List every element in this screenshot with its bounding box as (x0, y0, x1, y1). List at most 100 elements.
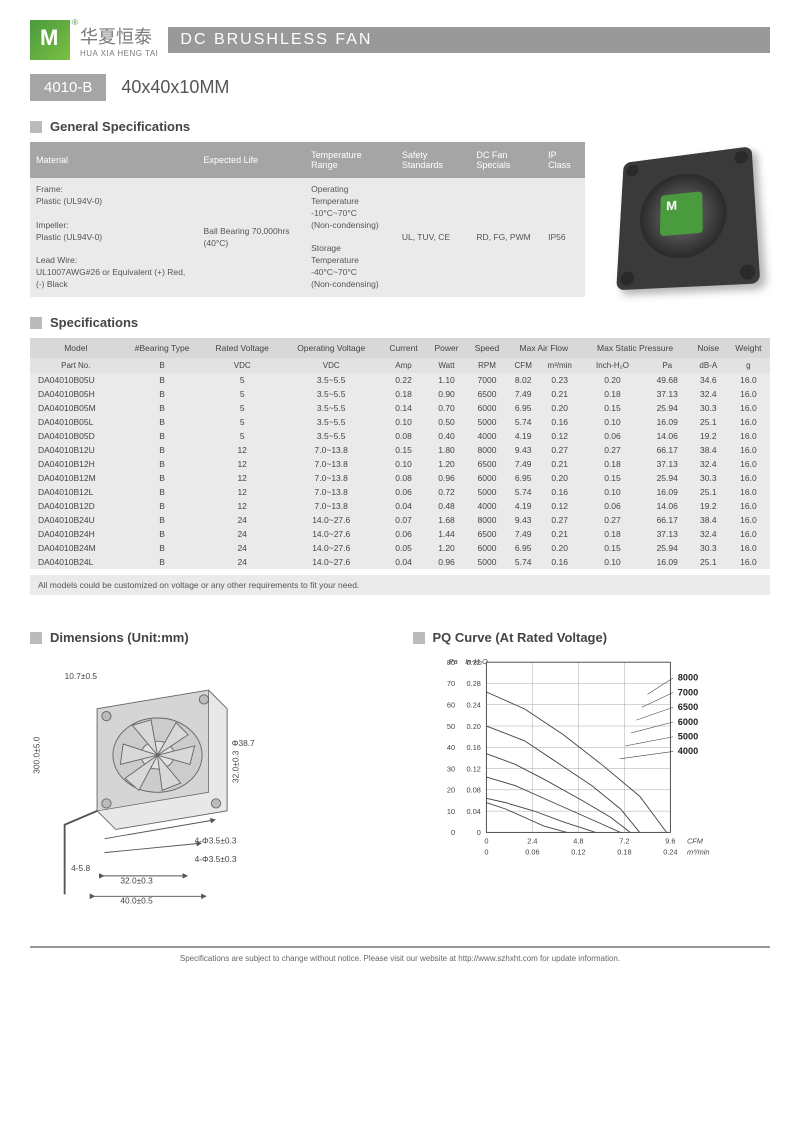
spec-header: Power (426, 338, 466, 358)
svg-text:0: 0 (451, 828, 455, 837)
spec-subheader: Watt (426, 358, 466, 373)
spec-subheader: VDC (282, 358, 381, 373)
spec-subheader: Pa (645, 358, 690, 373)
gen-header: Safety Standards (396, 142, 471, 178)
brand-block: 华夏恒泰 HUA XIA HENG TAI (80, 23, 158, 58)
dimensions-drawing: 10.7±0.5 300.0±5.0 4-5.8 Φ38.7 32.0±0.3 … (30, 653, 350, 913)
svg-text:70: 70 (446, 679, 454, 688)
svg-text:0.12: 0.12 (466, 764, 480, 773)
gen-header: Temperature Range (305, 142, 396, 178)
brand-en: HUA XIA HENG TAI (80, 49, 158, 58)
spec-subheader: dB-A (690, 358, 727, 373)
table-row: DA04010B05DB53.5~5.50.080.4040004.190.12… (30, 429, 770, 443)
table-row: DA04010B05UB53.5~5.50.221.1070008.020.23… (30, 373, 770, 387)
bullet-icon (30, 317, 42, 329)
gen-ip: IP56 (542, 178, 585, 297)
svg-text:32.0±0.3: 32.0±0.3 (120, 875, 153, 885)
spec-subheader: Part No. (30, 358, 122, 373)
gen-material: Frame: Plastic (UL94V-0) Impeller: Plast… (30, 178, 198, 297)
spec-header: Max Air Flow (507, 338, 580, 358)
table-row: DA04010B24MB2414.0~27.60.051.2060006.950… (30, 541, 770, 555)
table-row: DA04010B12UB127.0~13.80.151.8080009.430.… (30, 443, 770, 457)
table-row: DA04010B12DB127.0~13.80.040.4840004.190.… (30, 499, 770, 513)
gen-header: Material (30, 142, 198, 178)
header: ® 华夏恒泰 HUA XIA HENG TAI DC BRUSHLESS FAN (30, 20, 770, 60)
spec-subheader: B (122, 358, 203, 373)
svg-text:300.0±5.0: 300.0±5.0 (32, 736, 42, 773)
svg-text:0.12: 0.12 (571, 847, 585, 856)
spec-subheader: RPM (467, 358, 508, 373)
bullet-icon (30, 121, 42, 133)
svg-text:In-H₂O: In-H₂O (465, 657, 488, 666)
spec-subheader: g (727, 358, 770, 373)
table-row: DA04010B24UB2414.0~27.60.071.6880009.430… (30, 513, 770, 527)
table-row: DA04010B05LB53.5~5.50.100.5050005.740.16… (30, 415, 770, 429)
svg-text:0.06: 0.06 (525, 847, 539, 856)
spec-header: Rated Voltage (203, 338, 282, 358)
table-row: DA04010B24HB2414.0~27.60.061.4465007.490… (30, 527, 770, 541)
spec-subheader: VDC (203, 358, 282, 373)
svg-text:0.16: 0.16 (466, 743, 480, 752)
general-table: MaterialExpected LifeTemperature RangeSa… (30, 142, 585, 297)
svg-text:4-5.8: 4-5.8 (71, 863, 90, 873)
gen-temp: Operating Temperature -10°C~70°C (Non-co… (305, 178, 396, 297)
svg-text:0.24: 0.24 (466, 701, 480, 710)
svg-text:0: 0 (476, 828, 480, 837)
svg-text:40: 40 (446, 743, 454, 752)
svg-text:6000: 6000 (677, 717, 697, 727)
spec-subheader: m³/min (539, 358, 580, 373)
svg-text:m³/min: m³/min (686, 847, 708, 856)
spec-header: Current (381, 338, 427, 358)
svg-text:4.8: 4.8 (573, 836, 583, 845)
page-title: DC BRUSHLESS FAN (168, 27, 770, 53)
section-general: General Specifications (30, 119, 770, 134)
svg-text:6500: 6500 (677, 702, 697, 712)
spec-note: All models could be customized on voltag… (30, 575, 770, 595)
section-specs: Specifications (30, 315, 770, 330)
svg-text:8000: 8000 (677, 673, 697, 683)
svg-text:4-Φ3.5±0.3: 4-Φ3.5±0.3 (195, 854, 237, 864)
svg-text:60: 60 (446, 701, 454, 710)
svg-text:4-Φ3.5±0.3: 4-Φ3.5±0.3 (195, 835, 237, 845)
svg-text:50: 50 (446, 722, 454, 731)
table-row: DA04010B05MB53.5~5.50.140.7060006.950.20… (30, 401, 770, 415)
gen-safety: UL, TUV, CE (396, 178, 471, 297)
gen-specials: RD, FG, PWM (470, 178, 542, 297)
svg-text:10: 10 (446, 807, 454, 816)
model-row: 4010-B 40x40x10MM (30, 74, 770, 101)
svg-text:0: 0 (484, 847, 488, 856)
spec-subheader: Amp (381, 358, 427, 373)
model-badge: 4010-B (30, 74, 106, 101)
footer: Specifications are subject to change wit… (30, 946, 770, 963)
section-pq: PQ Curve (At Rated Voltage) (413, 630, 771, 645)
table-row: DA04010B24LB2414.0~27.60.040.9650005.740… (30, 555, 770, 569)
svg-text:40.0±0.5: 40.0±0.5 (120, 896, 153, 906)
svg-text:0.08: 0.08 (466, 786, 480, 795)
spec-header: Weight (727, 338, 770, 358)
table-row: DA04010B05HB53.5~5.50.180.9065007.490.21… (30, 387, 770, 401)
svg-text:2.4: 2.4 (527, 836, 537, 845)
svg-text:5000: 5000 (677, 731, 697, 741)
spec-subheader: CFM (507, 358, 539, 373)
svg-text:30: 30 (446, 764, 454, 773)
spec-header: #Bearing Type (122, 338, 203, 358)
brand-cn: 华夏恒泰 (80, 23, 158, 49)
spec-header: Model (30, 338, 122, 358)
svg-text:32.0±0.3: 32.0±0.3 (230, 750, 240, 783)
spec-header: Noise (690, 338, 727, 358)
table-row: DA04010B12MB127.0~13.80.080.9660006.950.… (30, 471, 770, 485)
spec-header: Operating Voltage (282, 338, 381, 358)
model-size: 40x40x10MM (121, 77, 229, 98)
pq-chart: 0102030405060708000.040.080.120.160.200.… (433, 653, 733, 883)
svg-text:10.7±0.5: 10.7±0.5 (65, 671, 98, 681)
svg-text:4000: 4000 (677, 746, 697, 756)
svg-text:9.6: 9.6 (665, 836, 675, 845)
svg-text:Φ38.7: Φ38.7 (232, 738, 255, 748)
svg-text:Pa: Pa (448, 657, 457, 666)
gen-header: DC Fan Specials (470, 142, 542, 178)
svg-text:7.2: 7.2 (619, 836, 629, 845)
gen-header: Expected Life (198, 142, 306, 178)
svg-text:0.28: 0.28 (466, 679, 480, 688)
svg-text:0.20: 0.20 (466, 722, 480, 731)
bullet-icon (30, 632, 42, 644)
